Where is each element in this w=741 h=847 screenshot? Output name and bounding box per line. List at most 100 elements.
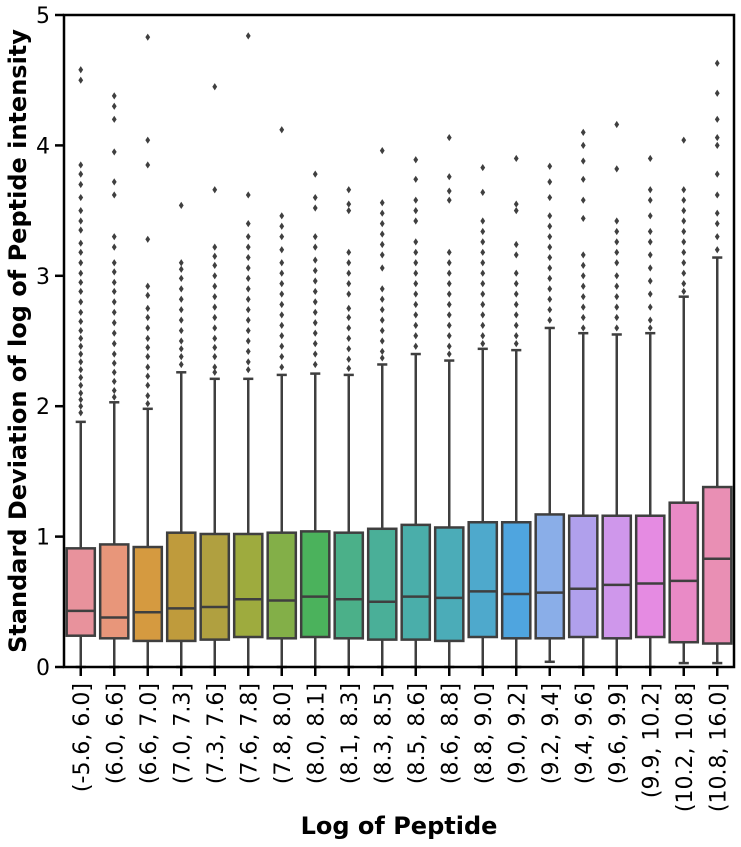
- outlier-point: [547, 306, 553, 314]
- outlier-point: [312, 243, 318, 251]
- outlier-point: [547, 295, 553, 303]
- outlier-point: [111, 259, 117, 267]
- outlier-point: [346, 334, 352, 342]
- outlier-point: [513, 332, 519, 340]
- outlier-point: [647, 212, 653, 220]
- y-axis: 0 1 2 3 4 5: [36, 4, 64, 681]
- x-tick-label: (9.0, 9.2]: [505, 683, 530, 784]
- outlier-point: [413, 259, 419, 267]
- outlier-point: [245, 274, 251, 283]
- outlier-point: [513, 300, 519, 309]
- outlier-point: [379, 209, 385, 217]
- outlier-point: [111, 359, 117, 367]
- outlier-point: [111, 319, 117, 327]
- outlier-point: [346, 207, 352, 215]
- outlier-point: [379, 337, 385, 345]
- outlier-point: [78, 326, 84, 335]
- box-2: [98, 401, 130, 669]
- outlier-point: [178, 326, 184, 335]
- x-tick-label: (7.0, 7.3]: [170, 683, 195, 784]
- outlier-point: [245, 347, 251, 356]
- outlier-point: [178, 295, 184, 303]
- box-body: [567, 514, 599, 639]
- outlier-point: [279, 246, 285, 254]
- outlier-point: [145, 363, 151, 371]
- outlier-point: [480, 188, 486, 196]
- outlier-point: [312, 266, 318, 275]
- outlier-point: [145, 353, 151, 361]
- box-18: [634, 331, 666, 669]
- outlier-point: [647, 316, 653, 324]
- box-body: [500, 521, 532, 640]
- box-19: [668, 295, 700, 665]
- outlier-point: [279, 280, 285, 288]
- outlier-point: [145, 313, 151, 322]
- outlier-point: [413, 248, 419, 256]
- outlier-point: [413, 238, 419, 246]
- outlier-point: [346, 304, 352, 312]
- outlier-point: [714, 246, 720, 254]
- outlier-point: [279, 363, 285, 371]
- boxes-layer: [65, 256, 733, 669]
- outlier-point: [78, 259, 84, 267]
- outlier-point: [714, 209, 720, 217]
- outlier-point: [480, 238, 486, 246]
- x-tick-label: (9.6, 9.9]: [606, 683, 631, 784]
- box-body: [299, 530, 331, 639]
- x-tick-label: (8.5, 8.6]: [405, 683, 430, 784]
- outlier-point: [78, 76, 84, 84]
- x-axis-title: Log of Peptide: [301, 812, 498, 840]
- outlier-point: [111, 92, 117, 100]
- outlier-point: [212, 252, 218, 260]
- box-body: [232, 532, 264, 639]
- outlier-point: [212, 282, 218, 290]
- outlier-point: [513, 251, 519, 259]
- outlier-point: [245, 264, 251, 272]
- outlier-point: [413, 207, 419, 215]
- outlier-point: [212, 324, 218, 332]
- box-14: [500, 348, 532, 669]
- outlier-point: [145, 235, 151, 243]
- x-tick-label: (8.3, 8.5]: [371, 683, 396, 784]
- outlier-point: [346, 355, 352, 363]
- outlier-point: [580, 272, 586, 280]
- outlier-point: [145, 381, 151, 389]
- outlier-point: [145, 161, 151, 169]
- outlier-point: [714, 170, 720, 178]
- outlier-point: [647, 303, 653, 311]
- outlier-point: [413, 156, 419, 164]
- outlier-point: [580, 128, 586, 136]
- outlier-point: [714, 89, 720, 97]
- outlier-point: [580, 214, 586, 223]
- outlier-point: [714, 59, 720, 67]
- outlier-point: [312, 308, 318, 316]
- outlier-point: [312, 360, 318, 369]
- outlier-point: [111, 377, 117, 386]
- outlier-point: [681, 238, 687, 246]
- outlier-point: [614, 217, 620, 225]
- outlier-point: [446, 321, 452, 329]
- outlier-point: [145, 399, 151, 408]
- outlier-point: [379, 230, 385, 238]
- outlier-point: [78, 161, 84, 169]
- x-tick-label: (8.1, 8.3]: [338, 683, 363, 784]
- outlier-point: [111, 368, 117, 376]
- outlier-point: [178, 360, 184, 369]
- outlier-point: [714, 141, 720, 149]
- outlier-point: [78, 373, 84, 382]
- outlier-point: [681, 227, 687, 236]
- outlier-point: [346, 248, 352, 256]
- box-17: [601, 333, 633, 669]
- box-body: [132, 545, 164, 643]
- outlier-point: [111, 393, 117, 401]
- outlier-point: [480, 340, 486, 348]
- outlier-point: [379, 251, 385, 259]
- outlier-point: [111, 350, 117, 358]
- outlier-point: [111, 102, 117, 110]
- outlier-point: [346, 269, 352, 277]
- outlier-point: [212, 186, 218, 194]
- outlier-point: [111, 386, 117, 395]
- outlier-point: [379, 295, 385, 303]
- outlier-point: [312, 298, 318, 306]
- x-tick-label: (-5.6, 6.0]: [70, 683, 95, 792]
